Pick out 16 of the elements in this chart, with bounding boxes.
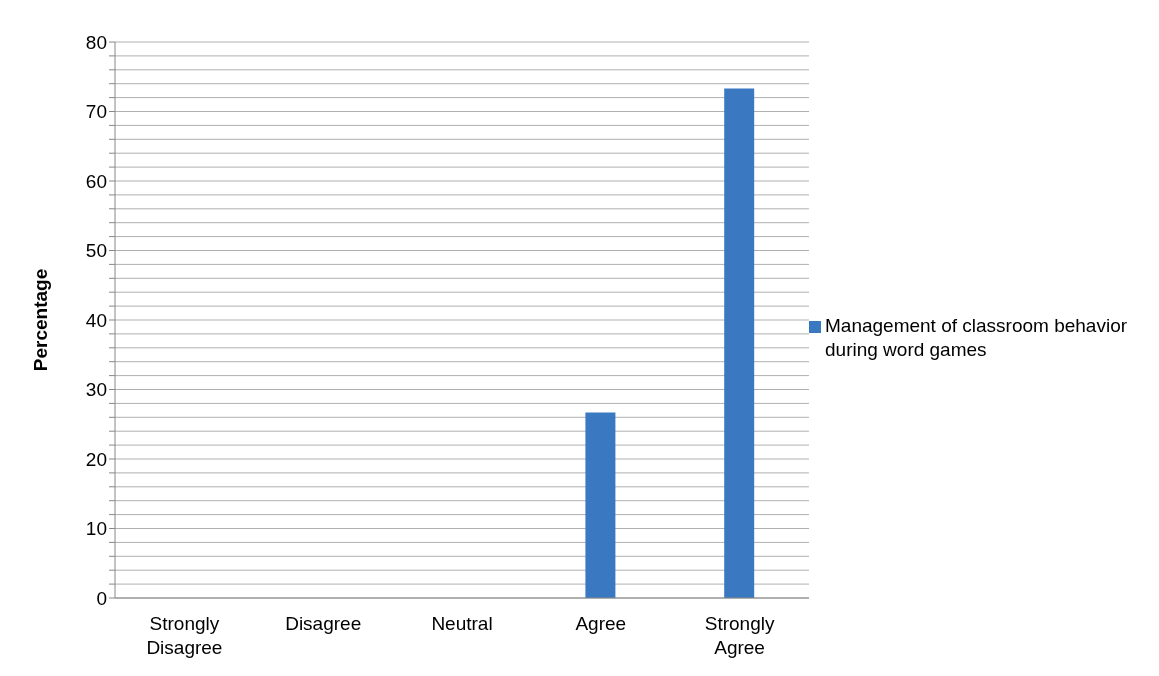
y-tick-label: 60 <box>85 170 107 192</box>
y-tick-label: 30 <box>85 379 107 401</box>
y-tick-label: 80 <box>85 31 107 53</box>
y-tick-label: 70 <box>85 101 107 123</box>
x-tick-label: Strongly Agree <box>704 613 775 658</box>
y-tick-label: 10 <box>85 518 107 540</box>
y-axis-title: Percentage <box>29 268 51 372</box>
x-tick-label: Agree <box>575 613 627 634</box>
x-tick-label: Disagree <box>285 613 362 634</box>
y-tick-label: 0 <box>96 587 107 609</box>
y-tick-label: 20 <box>85 448 107 470</box>
x-tick-label: Strongly Disagree <box>146 613 223 658</box>
x-tick-label: Neutral <box>431 613 493 634</box>
y-tick-label: 40 <box>85 309 107 331</box>
legend-label: Management of classroom behavior during word games <box>825 314 1129 362</box>
y-tick-label: 50 <box>85 240 107 262</box>
